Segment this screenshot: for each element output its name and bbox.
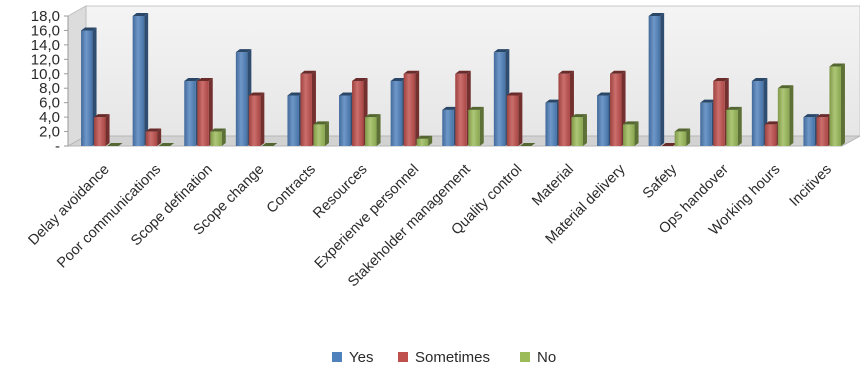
y-tick-label: 6,0 [39, 95, 60, 112]
y-tick-label: 8,0 [39, 80, 60, 97]
legend-label: Sometimes [415, 349, 490, 366]
bar-no-14 [829, 63, 845, 146]
bar-sometimes-2 [197, 78, 213, 146]
legend-label: Yes [349, 349, 373, 366]
bar-no-10 [623, 121, 639, 146]
bar-no-8 [519, 143, 536, 146]
x-tick-label: Material [529, 162, 577, 210]
bar-no-2 [210, 128, 226, 146]
legend-swatch [520, 352, 530, 362]
bar-sometimes-3 [248, 92, 265, 146]
bar-sometimes-6 [403, 70, 420, 146]
bar-no-6 [416, 135, 433, 146]
legend-item-yes: Yes [332, 349, 373, 366]
y-tick-label: 2,0 [39, 124, 60, 141]
y-tick-label: 12,0 [31, 51, 60, 68]
y-tick-label: 4,0 [39, 109, 60, 126]
bar-no-7 [468, 106, 484, 146]
bar-no-0 [107, 143, 123, 146]
bar-no-9 [571, 114, 587, 146]
bar-no-12 [726, 106, 742, 146]
legend-item-sometimes: Sometimes [398, 349, 490, 366]
x-tick-label: Poor communications [54, 162, 164, 272]
x-tick-label: Safety [640, 161, 681, 202]
y-tick-label: - [55, 138, 60, 155]
bar-no-11 [674, 128, 691, 146]
bar-sometimes-11 [661, 143, 678, 146]
x-tick-label: Experienve personnel [312, 162, 422, 272]
legend-swatch [332, 352, 342, 362]
y-tick-label: 10,0 [31, 66, 60, 83]
bar-sometimes-8 [506, 92, 523, 146]
bar-yes-11 [648, 13, 665, 146]
bar-no-1 [158, 143, 175, 146]
bar-no-5 [365, 114, 381, 146]
y-tick-label: 14,0 [31, 37, 60, 54]
legend-item-no: No [520, 349, 556, 366]
x-tick-label: Incitives [787, 162, 835, 210]
legend-swatch [398, 352, 408, 362]
y-tick-label: 16,0 [31, 22, 60, 39]
x-tick-label: Contracts [264, 162, 319, 217]
y-tick-label: 18,0 [31, 8, 60, 25]
bar-no-3 [261, 143, 278, 146]
bar-sometimes-0 [94, 114, 110, 146]
bar-no-13 [777, 85, 794, 146]
bar-no-4 [313, 121, 329, 146]
bar-yes-1 [132, 13, 149, 146]
bar-sometimes-1 [145, 128, 162, 146]
legend-label: No [537, 349, 556, 366]
